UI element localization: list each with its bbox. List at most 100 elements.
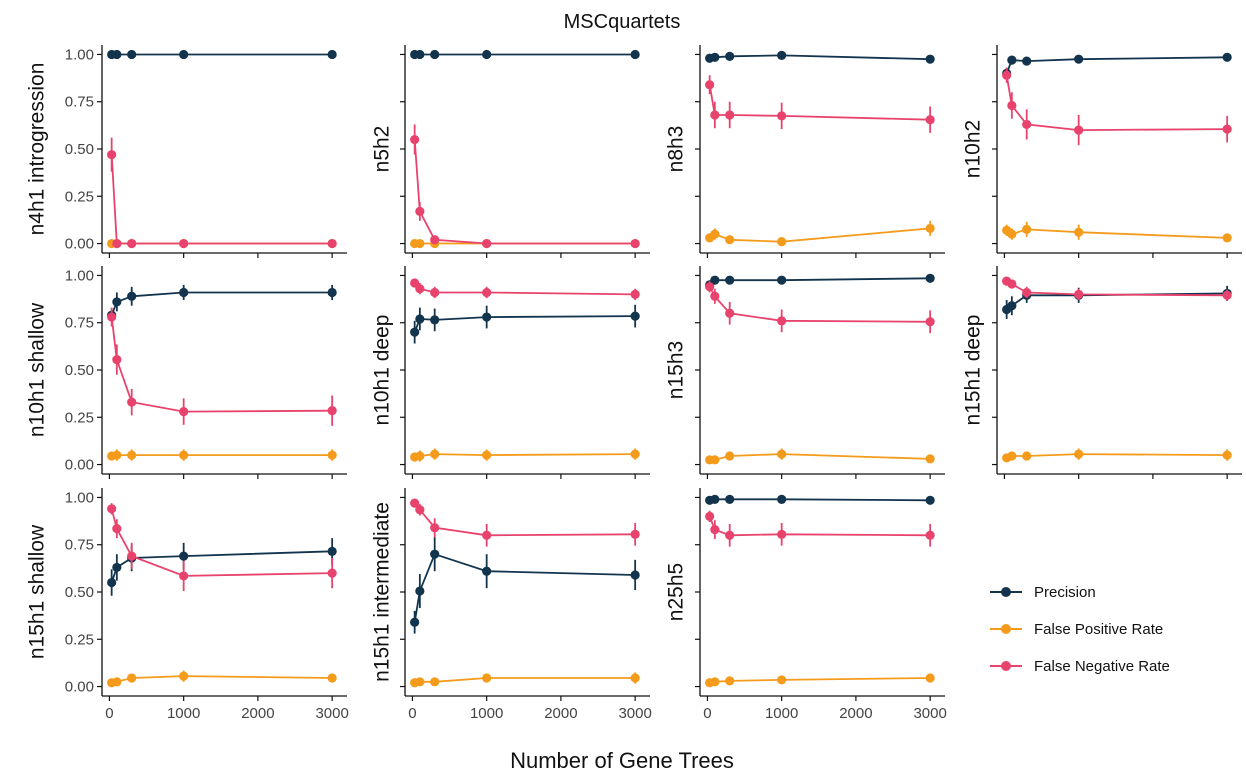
y-tick-label: 0.75: [65, 94, 94, 111]
data-point: [710, 52, 720, 62]
series: [107, 137, 337, 249]
data-point: [179, 407, 189, 417]
data-point: [327, 49, 337, 60]
data-point: [925, 223, 935, 234]
y-tick-label: 0.00: [65, 679, 94, 696]
series-line: [414, 453, 636, 458]
series-line: [414, 282, 636, 296]
panel-label: n8h3: [665, 126, 688, 173]
panel-label: n10h1 deep: [371, 315, 394, 426]
data-point: [415, 284, 425, 294]
data-point: [710, 291, 720, 301]
x-tick-label: 2000: [544, 705, 577, 722]
legend-marker: [1001, 624, 1011, 634]
data-point: [1022, 224, 1032, 234]
y-tick-label: 0.25: [65, 631, 94, 648]
data-point: [725, 494, 735, 504]
data-point: [112, 355, 122, 365]
panel: n10h1 shallow 0.00 0.25 0.50 0.75 1.00: [26, 266, 347, 479]
data-point: [925, 54, 935, 64]
y-tick-label: 1.00: [65, 489, 94, 506]
y-tick-label: 0.00: [65, 457, 94, 474]
series: [107, 284, 337, 321]
data-point: [777, 275, 787, 285]
series: [1002, 221, 1232, 243]
data-point: [1222, 124, 1232, 134]
data-point: [710, 455, 720, 465]
data-point: [410, 617, 420, 627]
data-point: [430, 549, 440, 559]
data-point: [725, 235, 735, 245]
series-line: [1006, 228, 1228, 239]
data-point: [482, 450, 492, 460]
y-tick-label: 1.00: [65, 267, 94, 284]
legend-entry: Precision: [990, 584, 1096, 601]
legend-entry: False Positive Rate: [990, 621, 1163, 638]
series: [1002, 448, 1232, 463]
data-point: [112, 238, 122, 249]
data-point: [430, 449, 440, 459]
data-point: [415, 238, 425, 249]
data-point: [725, 110, 735, 120]
data-point: [179, 571, 189, 581]
data-point: [415, 206, 425, 216]
x-tick-label: 3000: [913, 705, 946, 722]
data-point: [410, 327, 420, 337]
data-point: [127, 291, 137, 301]
y-tick-label: 0.50: [65, 584, 94, 601]
data-point: [705, 511, 715, 521]
panel-label: n5h2: [371, 126, 394, 173]
panel: n15h1 deep: [962, 266, 1242, 479]
data-point: [1022, 287, 1032, 298]
x-axis-label: Number of Gene Trees: [510, 748, 734, 773]
series: [107, 449, 337, 461]
x-tick-label: 1000: [765, 705, 798, 722]
data-point: [1002, 70, 1012, 80]
data-point: [710, 229, 720, 239]
data-point: [112, 297, 122, 307]
data-point: [112, 49, 122, 60]
data-point: [630, 673, 640, 683]
data-point: [925, 673, 935, 683]
series-line: [709, 277, 931, 286]
data-point: [430, 315, 440, 325]
data-point: [777, 449, 787, 459]
series: [705, 673, 935, 688]
data-point: [1007, 55, 1017, 65]
y-tick-label: 0.50: [65, 362, 94, 379]
data-point: [415, 314, 425, 324]
data-point: [1074, 227, 1084, 237]
data-point: [482, 49, 492, 60]
legend-label: Precision: [1034, 584, 1096, 601]
series: [705, 510, 935, 547]
x-tick-label: 0: [408, 705, 416, 722]
series-line: [414, 677, 636, 684]
series-line: [111, 454, 333, 457]
series-line: [110, 550, 333, 583]
data-point: [430, 677, 440, 687]
data-point: [1222, 450, 1232, 460]
data-point: [925, 530, 935, 540]
data-point: [1007, 279, 1017, 289]
data-point: [1022, 56, 1032, 66]
data-point: [410, 134, 420, 145]
data-point: [725, 51, 735, 61]
series-line: [1006, 453, 1228, 459]
data-point: [415, 49, 425, 60]
data-point: [925, 495, 935, 505]
panel: n5h2: [371, 45, 650, 258]
data-point: [127, 551, 137, 561]
series: [107, 503, 337, 592]
series-line: [709, 453, 931, 461]
data-point: [482, 673, 492, 683]
data-point: [710, 110, 720, 120]
x-tick-label: 0: [105, 705, 113, 722]
data-point: [415, 505, 425, 515]
data-point: [630, 49, 640, 60]
panel-label: n4h1 introgression: [26, 63, 49, 236]
series: [107, 670, 337, 688]
x-tick-label: 1000: [470, 705, 503, 722]
data-point: [1007, 301, 1017, 311]
y-tick-label: 0.25: [65, 409, 94, 426]
series: [1002, 67, 1232, 146]
